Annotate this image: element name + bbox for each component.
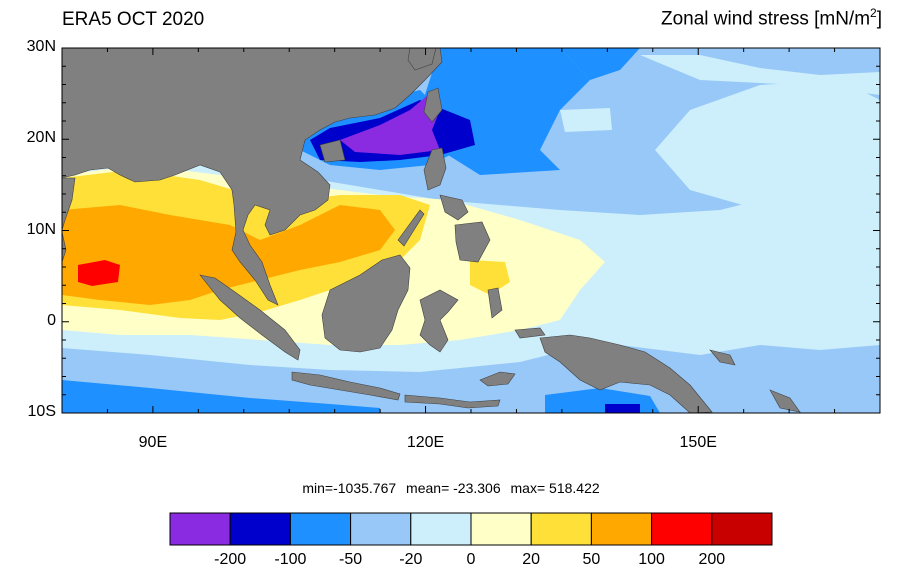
land-seram [514,327,546,339]
lat-label: 0 [47,311,56,329]
field-100-200 [78,260,120,286]
field-south-blue [62,380,380,413]
colorbar-label: 20 [522,551,541,568]
lat-label: 30N [26,38,56,55]
land-bismarck [709,349,736,366]
lon-label: 150E [679,434,717,451]
field-south-dark [605,404,640,413]
stat-min: min=-1035.767 [302,480,397,496]
land-java [291,371,401,401]
land [62,48,801,413]
lat-label: 10N [26,220,56,238]
land-philippines-central [439,194,469,221]
field-mid-light [560,108,612,132]
field-20-50-east [470,260,510,295]
map-title: ERA5 OCT 2020 [62,9,205,30]
land-sri-lanka [62,231,67,263]
colorbar-label: -50 [339,551,363,568]
land-taiwan [423,87,443,123]
lat-label: 20N [26,129,56,147]
land-new-guinea [539,334,713,413]
stat-max: max= 518.422 [510,480,600,496]
land-luzon [423,147,447,191]
field-north-light-strip [640,55,880,95]
land-solomon [769,389,801,413]
lon-label: 90E [138,434,168,451]
field-northeast-light [655,80,880,215]
land-asia-mainland [62,48,443,306]
land-lesser-sunda [404,394,501,409]
lat-label: 10S [27,403,56,420]
colorbar-label: 50 [582,551,601,568]
land-sulawesi [419,289,459,353]
lon-label: 120E [406,434,445,451]
colorbar-label: -20 [399,551,423,568]
land-korea [407,48,437,71]
stat-mean: mean= -23.306 [406,480,501,496]
land-india [62,177,76,231]
variable-label: Zonal wind stress [mN/m2] [660,6,882,30]
field-50-100 [62,205,395,305]
colorbar-label: 100 [638,551,665,568]
land-hainan [319,139,346,163]
colorbar-label: 0 [466,551,476,568]
land-halmahera [487,287,503,319]
colorbar-label: -200 [214,551,247,568]
colorbar-label: -100 [274,551,307,568]
colorbar-label: 200 [698,551,726,568]
statistics-line: min=-1035.767 mean= -23.306 max= 518.422 [0,480,902,496]
field-north-pacific-blue [560,48,640,80]
land-palawan [397,209,425,247]
land-sumatra [199,274,301,361]
land-borneo [321,254,411,353]
tick-marks [61,47,881,414]
land-mindanao [454,221,491,263]
field-purple-core [340,95,440,155]
land-timor [479,371,516,387]
